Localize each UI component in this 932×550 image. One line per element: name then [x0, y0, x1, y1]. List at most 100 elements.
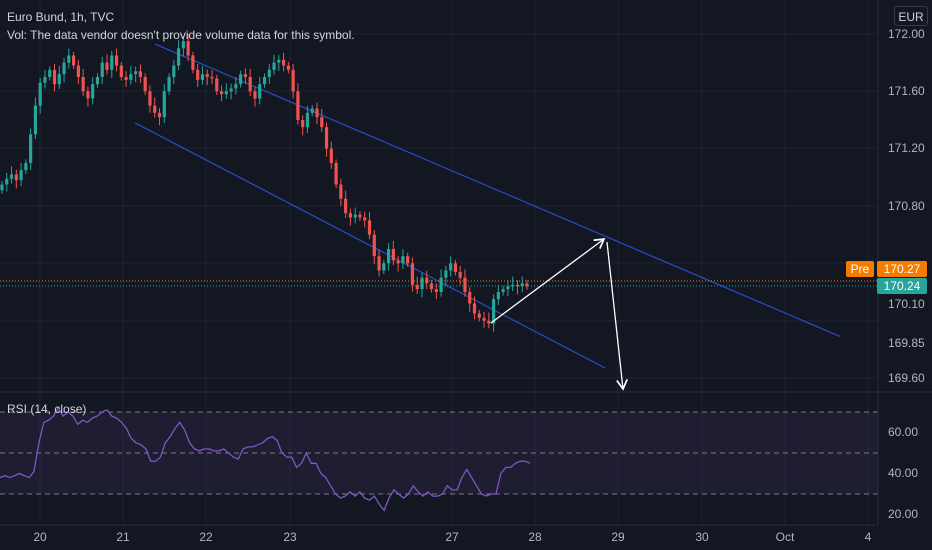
candle — [291, 63, 295, 99]
candle — [124, 71, 128, 87]
candle — [501, 285, 505, 296]
time-tick-label: 30 — [695, 530, 709, 544]
candle — [515, 280, 520, 295]
candle — [506, 280, 510, 297]
candle — [520, 276, 524, 293]
price-lines — [0, 280, 878, 287]
candle — [134, 66, 138, 83]
candle — [86, 86, 90, 107]
candle — [487, 312, 491, 329]
candle — [315, 102, 319, 125]
time-tick-label: 4 — [865, 530, 872, 544]
candle — [29, 128, 33, 171]
candle — [162, 84, 166, 124]
candle — [458, 266, 462, 285]
channel-lower-line — [134, 122, 606, 369]
symbol-title[interactable]: Euro Bund, 1h, TVC — [7, 10, 115, 24]
candle — [329, 141, 333, 169]
candle — [229, 83, 233, 100]
candle — [386, 243, 391, 271]
candle — [525, 279, 529, 290]
candle — [14, 169, 18, 189]
price-tick-label: 170.10 — [888, 297, 925, 311]
pre-label-tag: Pre — [846, 261, 874, 277]
candle — [344, 190, 348, 218]
currency-button[interactable]: EUR — [894, 6, 928, 26]
rsi-tick-label: 40.00 — [888, 466, 918, 480]
price-tick-label: 169.85 — [888, 336, 925, 350]
price-tick-label: 170.80 — [888, 199, 925, 213]
price-tick-label: 171.60 — [888, 84, 925, 98]
candle — [119, 61, 123, 81]
channel-upper-line — [154, 43, 841, 337]
rsi-pane: 60.00 40.00 20.00 — [0, 406, 918, 521]
candle — [258, 77, 262, 105]
candle — [114, 48, 119, 72]
candle — [176, 40, 181, 71]
time-tick-label: Oct — [776, 530, 795, 544]
candle — [205, 69, 209, 86]
candle — [439, 269, 443, 297]
candle — [453, 259, 458, 276]
candle — [301, 115, 305, 136]
candle — [234, 77, 238, 95]
candle — [363, 211, 367, 228]
candle — [248, 68, 252, 97]
price-channel[interactable] — [134, 43, 841, 369]
candle — [253, 86, 257, 107]
rsi-legend-title[interactable]: RSI (14, close) — [7, 402, 87, 416]
price-tick-label: 169.60 — [888, 371, 925, 385]
candle — [444, 265, 448, 286]
projection-arrows[interactable] — [490, 237, 628, 391]
candle — [76, 59, 80, 85]
pre-price-tag: 170.27 — [877, 261, 927, 277]
candle — [100, 56, 104, 85]
candle — [105, 54, 109, 75]
candle — [172, 59, 176, 85]
projection-arrow-down — [606, 241, 628, 391]
candle — [410, 257, 415, 292]
candle — [401, 249, 405, 270]
volume-note: Vol: The data vendor doesn't provide vol… — [7, 28, 355, 42]
candle — [296, 83, 300, 125]
candle — [320, 108, 324, 132]
candle — [191, 51, 195, 74]
candlestick-series — [0, 34, 529, 332]
candle — [239, 70, 243, 88]
candle — [43, 69, 47, 89]
candle — [429, 279, 434, 293]
candle — [310, 104, 314, 117]
candle — [38, 78, 42, 114]
candle — [468, 287, 472, 312]
candle — [348, 208, 353, 226]
candle — [71, 51, 76, 70]
grid-lines — [0, 0, 878, 525]
candle — [305, 105, 310, 134]
candle — [472, 296, 477, 320]
candle — [491, 294, 496, 332]
candle — [406, 252, 410, 267]
projection-arrow-up — [490, 237, 606, 324]
time-tick-label: 23 — [283, 530, 297, 544]
candle — [334, 159, 338, 189]
candle — [57, 65, 61, 89]
time-tick-label: 22 — [199, 530, 213, 544]
candle — [391, 240, 395, 266]
candle — [91, 77, 95, 105]
time-tick-label: 27 — [445, 530, 459, 544]
candle — [396, 255, 400, 272]
price-tick-label: 172.00 — [888, 27, 925, 41]
candle — [19, 163, 23, 187]
candle — [367, 212, 372, 240]
candle — [143, 73, 147, 95]
last-price-tag: 170.24 — [877, 278, 927, 294]
candle — [33, 97, 38, 140]
rsi-tick-label: 20.00 — [888, 507, 918, 521]
candle — [24, 159, 28, 174]
candle — [196, 63, 200, 87]
candle — [243, 68, 248, 85]
candle — [157, 108, 162, 126]
candle — [482, 311, 486, 328]
candle — [463, 269, 467, 297]
